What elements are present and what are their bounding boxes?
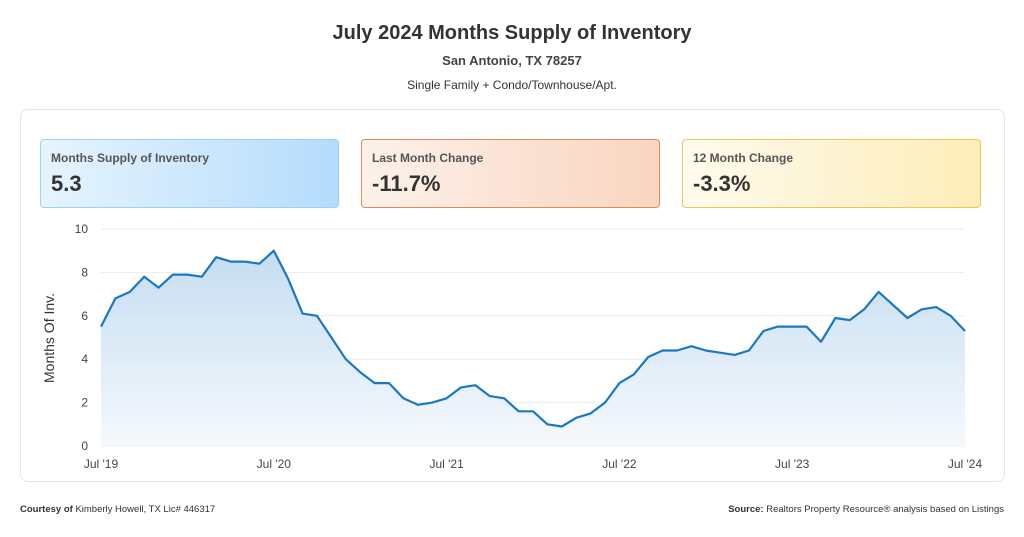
data-point xyxy=(428,399,436,407)
data-point xyxy=(601,399,609,407)
data-point xyxy=(155,284,163,292)
data-point xyxy=(414,401,422,409)
y-tick-label: 6 xyxy=(81,309,88,323)
x-tick-label: Jul '23 xyxy=(775,457,810,471)
data-point xyxy=(385,379,393,387)
data-point xyxy=(831,314,839,322)
data-point xyxy=(774,323,782,331)
source-label: Source: xyxy=(728,504,764,515)
y-tick-label: 8 xyxy=(81,265,88,279)
data-point xyxy=(702,347,710,355)
data-point xyxy=(716,349,724,357)
data-point xyxy=(630,370,638,378)
data-point xyxy=(903,314,911,322)
x-tick-label: Jul '19 xyxy=(84,457,119,471)
location-subtitle: San Antonio, TX 78257 xyxy=(442,53,582,68)
card-12-month-change: 12 Month Change -3.3% xyxy=(682,139,981,208)
source-text: Realtors Property Resource® analysis bas… xyxy=(766,504,1004,515)
data-point xyxy=(399,394,407,402)
data-point xyxy=(457,383,465,391)
data-point xyxy=(299,310,307,318)
x-tick-label: Jul '22 xyxy=(602,457,637,471)
data-point xyxy=(918,305,926,313)
data-point xyxy=(471,381,479,389)
y-axis-title: Months Of Inv. xyxy=(41,293,57,383)
data-point xyxy=(543,420,551,428)
y-tick-label: 0 xyxy=(81,439,88,453)
data-point xyxy=(860,305,868,313)
data-point xyxy=(515,407,523,415)
data-point xyxy=(687,342,695,350)
data-point xyxy=(97,323,105,331)
card-value: 5.3 xyxy=(51,171,82,196)
data-point xyxy=(587,409,595,417)
data-point xyxy=(875,288,883,296)
page-title: July 2024 Months Supply of Inventory xyxy=(332,22,692,44)
data-point xyxy=(889,301,897,309)
data-point xyxy=(500,394,508,402)
y-tick-label: 4 xyxy=(81,352,88,366)
data-point xyxy=(227,258,235,266)
data-point xyxy=(284,275,292,283)
card-label: Last Month Change xyxy=(372,151,484,165)
card-label: Months Supply of Inventory xyxy=(51,151,209,165)
data-point xyxy=(313,312,321,320)
data-point xyxy=(183,271,191,279)
data-point xyxy=(342,355,350,363)
chart-panel xyxy=(20,109,1005,482)
series-line xyxy=(100,249,966,428)
x-tick-label: Jul '21 xyxy=(429,457,464,471)
data-point xyxy=(932,303,940,311)
data-point xyxy=(572,414,580,422)
card-value: -3.3% xyxy=(693,171,751,196)
data-point xyxy=(241,258,249,266)
card-last-month-change: Last Month Change -11.7% xyxy=(361,139,660,208)
x-tick-label: Jul '20 xyxy=(257,457,292,471)
source: Source: Realtors Property Resource® anal… xyxy=(728,504,1004,515)
data-point xyxy=(140,273,148,281)
data-point xyxy=(111,294,119,302)
data-point xyxy=(947,312,955,320)
data-point xyxy=(356,368,364,376)
data-point xyxy=(327,334,335,342)
data-point xyxy=(961,327,969,335)
data-point xyxy=(731,351,739,359)
data-point xyxy=(198,273,206,281)
y-tick-label: 10 xyxy=(75,222,89,236)
data-point xyxy=(788,323,796,331)
data-point xyxy=(255,260,263,268)
data-point xyxy=(673,347,681,355)
courtesy-text: Kimberly Howell, TX Lic# 446317 xyxy=(75,504,216,515)
data-point xyxy=(371,379,379,387)
data-point xyxy=(126,288,134,296)
data-point xyxy=(817,338,825,346)
data-point xyxy=(659,347,667,355)
data-point xyxy=(486,392,494,400)
courtesy-label: Courtesy of xyxy=(20,504,73,515)
data-point xyxy=(270,247,278,255)
card-value: -11.7% xyxy=(372,171,441,196)
courtesy: Courtesy of Kimberly Howell, TX Lic# 446… xyxy=(20,504,215,515)
area-fill xyxy=(101,250,965,446)
data-point xyxy=(529,407,537,415)
data-point xyxy=(745,347,753,355)
data-point xyxy=(615,379,623,387)
data-point xyxy=(803,323,811,331)
data-point xyxy=(846,316,854,324)
data-point xyxy=(443,394,451,402)
data-point xyxy=(169,271,177,279)
property-types: Single Family + Condo/Townhouse/Apt. xyxy=(407,78,617,92)
data-point xyxy=(759,327,767,335)
data-point xyxy=(212,253,220,261)
data-point xyxy=(644,353,652,361)
card-label: 12 Month Change xyxy=(693,151,794,165)
card-months-supply: Months Supply of Inventory 5.3 xyxy=(40,139,339,208)
y-tick-label: 2 xyxy=(81,396,88,410)
x-tick-label: Jul '24 xyxy=(948,457,983,471)
data-point xyxy=(558,422,566,430)
